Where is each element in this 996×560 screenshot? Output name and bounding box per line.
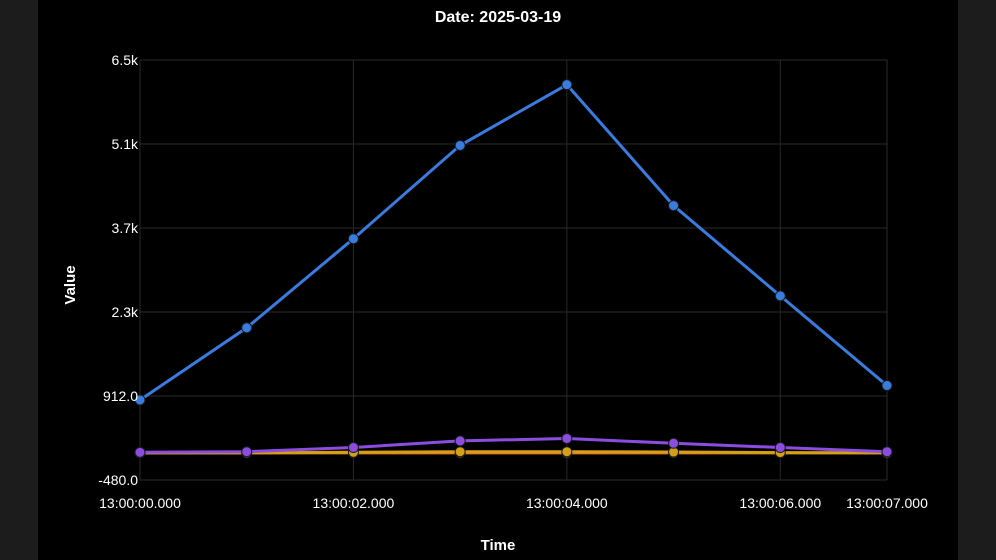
y-tick-label: 912.0 xyxy=(103,388,138,404)
data-point xyxy=(561,446,573,458)
data-point xyxy=(668,200,680,212)
x-tick-label: 13:00:00.000 xyxy=(99,495,181,511)
data-point xyxy=(241,322,253,334)
x-axis-title: Time xyxy=(481,537,516,554)
data-point xyxy=(774,442,786,454)
series-line xyxy=(140,450,888,455)
data-point xyxy=(561,79,573,91)
data-point xyxy=(134,394,146,406)
data-point xyxy=(454,446,466,458)
series-line xyxy=(139,83,888,402)
data-point xyxy=(347,233,359,245)
x-axis-ticks: 13:00:00.000 13:00:02.000 13:00:04.000 13:0… xyxy=(99,495,928,511)
data-point xyxy=(454,139,466,151)
x-tick-label: 13:00:07.000 xyxy=(846,495,928,511)
series-line xyxy=(139,437,888,454)
x-tick-label: 13:00:06.000 xyxy=(739,495,821,511)
data-point xyxy=(347,442,359,454)
series-layer xyxy=(134,79,893,459)
data-point xyxy=(668,437,680,449)
y-tick-label: -480.0 xyxy=(98,472,138,488)
data-point xyxy=(881,380,893,392)
y-tick-label: 6.5k xyxy=(112,52,139,68)
data-point xyxy=(774,290,786,302)
chart-title: Date: 2025-03-19 xyxy=(435,9,561,26)
y-tick-label: 2.3k xyxy=(112,304,139,320)
data-point xyxy=(881,446,893,458)
data-point xyxy=(241,446,253,458)
x-tick-label: 13:00:04.000 xyxy=(526,495,608,511)
y-axis-title: Value xyxy=(62,265,79,304)
data-point xyxy=(561,432,573,444)
y-axis-ticks: -480.0 912.0 2.3k 3.7k 5.1k 6.5k xyxy=(98,52,139,488)
x-tick-label: 13:00:02.000 xyxy=(313,495,395,511)
data-point xyxy=(134,446,146,458)
y-tick-label: 5.1k xyxy=(112,136,139,152)
y-tick-label: 3.7k xyxy=(112,220,139,236)
data-point xyxy=(454,435,466,447)
plot-area xyxy=(140,60,887,480)
